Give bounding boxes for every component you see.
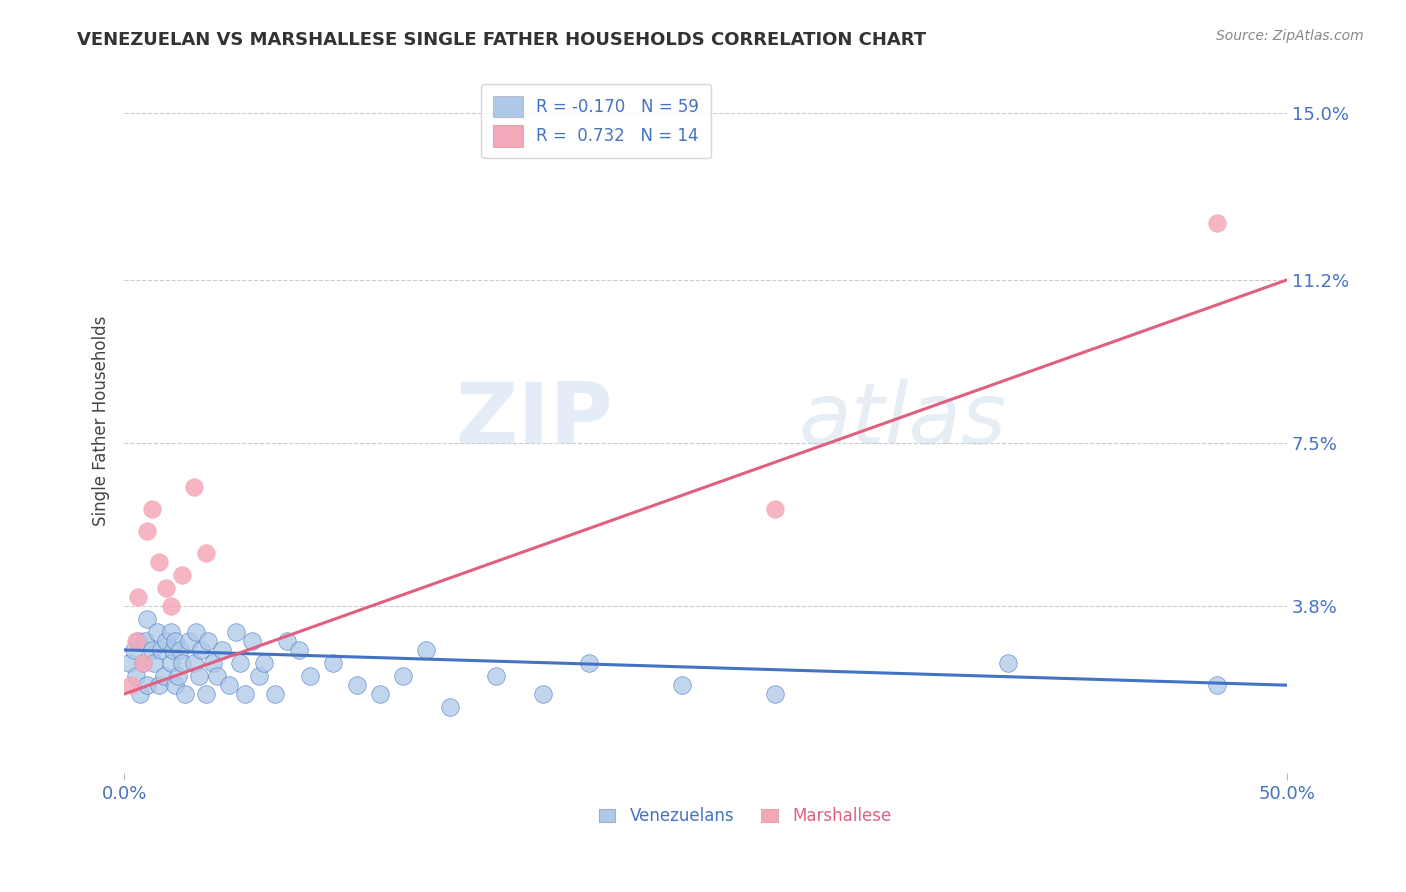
Point [183, 656, 205, 670]
Point [190, 643, 212, 657]
Point [197, 634, 219, 648]
Point [125, 634, 148, 648]
Point [155, 634, 177, 648]
Point [763, 502, 786, 516]
Point [187, 669, 209, 683]
Point [218, 678, 240, 692]
Point [125, 669, 148, 683]
Point [485, 669, 508, 683]
Point [201, 656, 224, 670]
Point [159, 599, 181, 613]
Point [129, 687, 152, 701]
Point [159, 625, 181, 640]
Point [173, 687, 195, 701]
Point [1206, 678, 1229, 692]
Point [997, 656, 1019, 670]
Point [225, 625, 247, 640]
FancyBboxPatch shape [761, 809, 778, 822]
Point [276, 634, 298, 648]
Point [155, 581, 177, 595]
Text: Venezuelans: Venezuelans [630, 806, 734, 824]
Point [146, 625, 169, 640]
Point [211, 643, 233, 657]
Point [763, 687, 786, 701]
Point [253, 656, 276, 670]
Point [148, 555, 170, 569]
Point [240, 634, 263, 648]
Point [578, 656, 600, 670]
Point [165, 678, 187, 692]
Point [671, 678, 693, 692]
FancyBboxPatch shape [599, 809, 616, 822]
Point [166, 669, 188, 683]
Point [150, 643, 173, 657]
Point [531, 687, 554, 701]
Point [127, 634, 149, 648]
Point [299, 669, 322, 683]
Point [165, 634, 187, 648]
Point [152, 669, 174, 683]
Point [143, 656, 166, 670]
Point [194, 687, 217, 701]
Point [183, 480, 205, 494]
Point [127, 590, 149, 604]
Point [346, 678, 368, 692]
Point [172, 656, 194, 670]
Point [287, 643, 309, 657]
Point [132, 656, 155, 670]
Legend: R = -0.170   N = 59, R =  0.732   N = 14: R = -0.170 N = 59, R = 0.732 N = 14 [481, 84, 711, 159]
Point [322, 656, 344, 670]
Point [186, 625, 208, 640]
Point [194, 546, 217, 560]
Point [134, 634, 156, 648]
Point [148, 678, 170, 692]
Point [118, 656, 141, 670]
Point [132, 656, 155, 670]
Point [136, 524, 159, 538]
Point [229, 656, 252, 670]
Point [233, 687, 256, 701]
Point [169, 643, 191, 657]
Point [439, 700, 461, 714]
Point [368, 687, 391, 701]
Point [159, 656, 181, 670]
Point [172, 568, 194, 582]
Text: Source: ZipAtlas.com: Source: ZipAtlas.com [1216, 29, 1364, 43]
Point [392, 669, 415, 683]
Point [1206, 216, 1229, 230]
Point [179, 634, 201, 648]
Point [120, 678, 142, 692]
Point [415, 643, 437, 657]
Point [207, 669, 229, 683]
Point [247, 669, 270, 683]
Text: ZIP: ZIP [454, 379, 613, 462]
Point [162, 643, 184, 657]
Point [141, 502, 163, 516]
Point [136, 678, 159, 692]
Point [264, 687, 287, 701]
Point [136, 612, 159, 626]
Text: atlas: atlas [799, 379, 1007, 462]
Point [122, 643, 145, 657]
Text: Marshallese: Marshallese [793, 806, 891, 824]
Text: VENEZUELAN VS MARSHALLESE SINGLE FATHER HOUSEHOLDS CORRELATION CHART: VENEZUELAN VS MARSHALLESE SINGLE FATHER … [77, 31, 927, 49]
Point [141, 643, 163, 657]
Y-axis label: Single Father Households: Single Father Households [93, 316, 110, 526]
